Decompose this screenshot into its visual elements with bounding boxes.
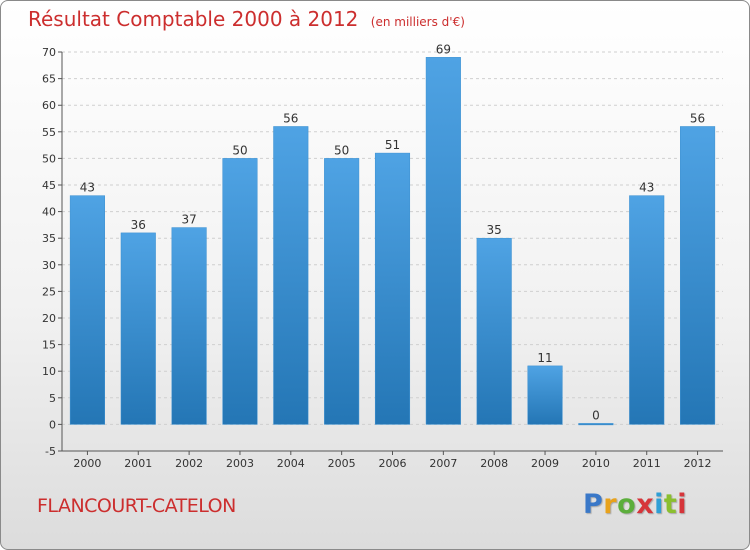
y-tick-label: 40 bbox=[42, 206, 56, 219]
bar-2010 bbox=[578, 423, 614, 426]
x-tick-label-2011: 2011 bbox=[633, 457, 661, 470]
bar-2012 bbox=[680, 126, 716, 425]
y-tick-label: 5 bbox=[49, 392, 56, 405]
x-tick-label-2012: 2012 bbox=[684, 457, 712, 470]
logo-letter: P bbox=[583, 489, 604, 520]
logo-letter: x bbox=[636, 489, 655, 520]
data-label-2009: 11 bbox=[537, 351, 552, 365]
logo-letter: t bbox=[663, 489, 678, 520]
x-tick-label-2003: 2003 bbox=[226, 457, 254, 470]
y-tick-label: 70 bbox=[42, 46, 56, 59]
chart-title: Résultat Comptable 2000 à 2012 (en milli… bbox=[28, 7, 465, 31]
chart-title-text: Résultat Comptable 2000 à 2012 bbox=[28, 7, 359, 31]
y-tick-label: 50 bbox=[42, 152, 56, 165]
bar-2007 bbox=[425, 57, 461, 425]
y-tick-label: -5 bbox=[45, 445, 56, 458]
data-label-2006: 51 bbox=[385, 138, 400, 152]
bar-2001 bbox=[120, 232, 156, 425]
y-tick-label: 15 bbox=[42, 339, 56, 352]
x-tick-label-2008: 2008 bbox=[480, 457, 508, 470]
logo-letter: o bbox=[617, 489, 637, 520]
bar-2003 bbox=[222, 158, 258, 425]
bar-2008 bbox=[476, 237, 512, 425]
bar-2011 bbox=[629, 195, 665, 425]
y-tick-label: 30 bbox=[42, 259, 56, 272]
x-tick-label-2002: 2002 bbox=[175, 457, 203, 470]
y-tick-label: 55 bbox=[42, 126, 56, 139]
bar-2006 bbox=[374, 152, 411, 425]
y-tick-label: 65 bbox=[42, 73, 56, 86]
y-tick-label: 0 bbox=[49, 418, 56, 431]
y-tick-label: 60 bbox=[42, 99, 56, 112]
x-tick-label-2001: 2001 bbox=[124, 457, 152, 470]
data-label-2001: 36 bbox=[131, 218, 146, 232]
y-tick-label: 45 bbox=[42, 179, 56, 192]
chart-subtitle: (en milliers d'€) bbox=[370, 15, 465, 29]
data-label-2000: 43 bbox=[80, 181, 95, 195]
x-tick-label-2004: 2004 bbox=[277, 457, 305, 470]
data-label-2002: 37 bbox=[181, 213, 196, 227]
bar-2004 bbox=[273, 126, 309, 425]
data-label-2010: 0 bbox=[592, 408, 600, 422]
data-label-2012: 56 bbox=[690, 111, 705, 125]
bar-2009 bbox=[527, 365, 563, 425]
logo-letter: i bbox=[677, 489, 688, 520]
x-tick-label-2007: 2007 bbox=[429, 457, 457, 470]
proxiti-logo: Proxiti bbox=[583, 489, 687, 520]
x-tick-label-2010: 2010 bbox=[582, 457, 610, 470]
bar-2005 bbox=[324, 158, 360, 425]
y-tick-label: 25 bbox=[42, 285, 56, 298]
y-tick-label: 10 bbox=[42, 365, 56, 378]
data-label-2005: 50 bbox=[334, 143, 349, 157]
logo-letter: i bbox=[654, 489, 664, 520]
data-label-2004: 56 bbox=[283, 111, 298, 125]
x-tick-label-2005: 2005 bbox=[328, 457, 356, 470]
bar-2002 bbox=[171, 227, 207, 425]
y-tick-label: 20 bbox=[42, 312, 56, 325]
x-tick-label-2000: 2000 bbox=[73, 457, 101, 470]
x-tick-label-2006: 2006 bbox=[379, 457, 407, 470]
data-label-2008: 35 bbox=[487, 223, 502, 237]
location-name: FLANCOURT-CATELON bbox=[37, 495, 236, 517]
x-tick-label-2009: 2009 bbox=[531, 457, 559, 470]
logo-letter: r bbox=[603, 489, 618, 520]
bar-2000 bbox=[69, 195, 105, 425]
y-tick-label: 35 bbox=[42, 232, 56, 245]
data-label-2003: 50 bbox=[232, 143, 247, 157]
data-label-2007: 69 bbox=[436, 42, 451, 56]
data-label-2011: 43 bbox=[639, 181, 654, 195]
